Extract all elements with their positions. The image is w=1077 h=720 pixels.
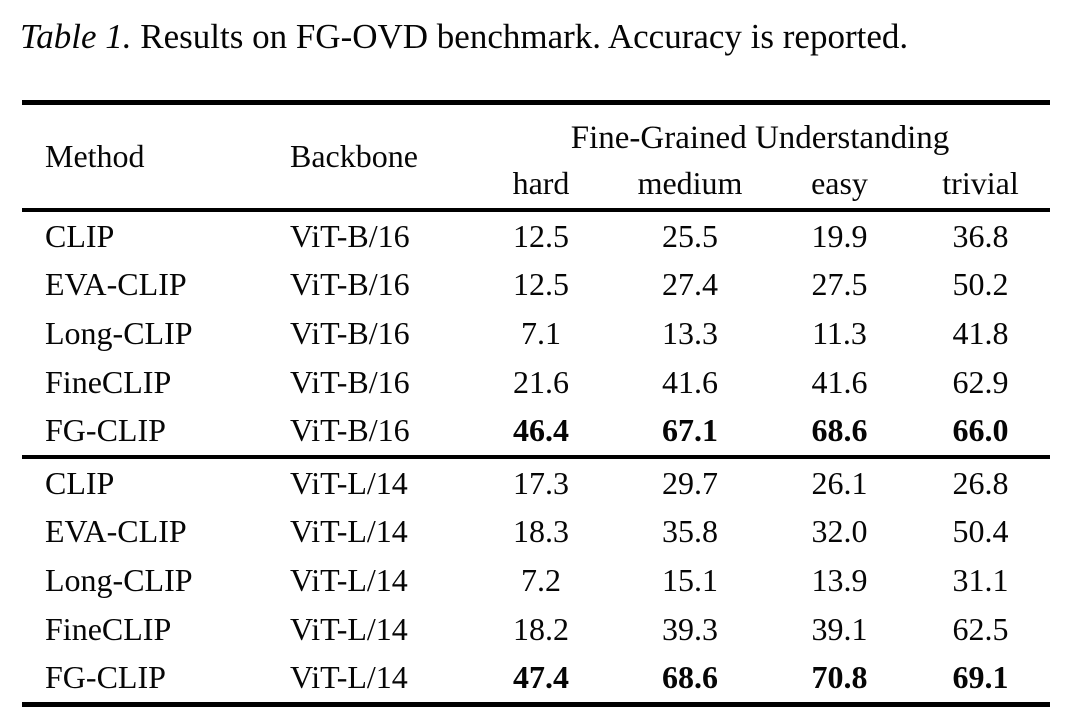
cell-method: FG-CLIP (45, 412, 166, 449)
cell-method: CLIP (45, 464, 115, 501)
table-row: Long-CLIP ViT-B/16 7.1 13.3 11.3 41.8 (22, 309, 1050, 358)
table-row: Long-CLIP ViT-L/14 7.2 15.1 13.9 31.1 (22, 556, 1050, 605)
table-row: FineCLIP ViT-B/16 21.6 41.6 41.6 62.9 (22, 358, 1050, 407)
cell-easy: 41.6 (811, 363, 868, 400)
header-hard: hard (512, 165, 570, 201)
cell-trivial: 36.8 (952, 217, 1009, 254)
table-row: FineCLIP ViT-L/14 18.2 39.3 39.1 62.5 (22, 605, 1050, 654)
cell-backbone: ViT-B/16 (290, 412, 410, 449)
table-row: CLIP ViT-L/14 17.3 29.7 26.1 26.8 (22, 459, 1050, 508)
cell-easy: 70.8 (811, 659, 868, 696)
cell-method: EVA-CLIP (45, 513, 187, 550)
cell-backbone: ViT-B/16 (290, 217, 410, 254)
cell-easy: 68.6 (811, 412, 868, 449)
cell-medium: 68.6 (662, 659, 718, 696)
cell-hard: 47.4 (513, 659, 569, 696)
table-block-vitb16: CLIP ViT-B/16 12.5 25.5 19.9 36.8 EVA-CL… (22, 212, 1050, 455)
header-medium: medium (637, 165, 743, 201)
cell-hard: 12.5 (513, 266, 569, 303)
cell-hard: 18.3 (513, 513, 569, 550)
cell-medium: 67.1 (662, 412, 718, 449)
cell-hard: 17.3 (513, 464, 569, 501)
cell-medium: 25.5 (662, 217, 718, 254)
table-caption: Table 1. Results on FG-OVD benchmark. Ac… (20, 14, 1060, 60)
cell-medium: 35.8 (662, 513, 718, 550)
table-header-rule (22, 208, 1050, 212)
table-mid-rule (22, 454, 1050, 459)
cell-backbone: ViT-B/16 (290, 363, 410, 400)
cell-method: CLIP (45, 217, 115, 254)
cell-trivial: 31.1 (952, 561, 1009, 598)
cell-easy: 27.5 (811, 266, 868, 303)
cell-method: FG-CLIP (45, 659, 166, 696)
cell-hard: 46.4 (513, 412, 569, 449)
cell-medium: 27.4 (662, 266, 718, 303)
cell-trivial: 69.1 (952, 659, 1009, 696)
table-caption-text: Results on FG-OVD benchmark. Accuracy is… (131, 17, 909, 56)
cell-method: Long-CLIP (45, 561, 193, 598)
cell-easy: 19.9 (811, 217, 868, 254)
cell-hard: 12.5 (513, 217, 569, 254)
cell-backbone: ViT-L/14 (290, 659, 408, 696)
cell-easy: 26.1 (811, 464, 868, 501)
header-easy: easy (811, 165, 868, 201)
table-bottom-rule (22, 701, 1050, 707)
table-row: EVA-CLIP ViT-B/16 12.5 27.4 27.5 50.2 (22, 261, 1050, 310)
header-trivial: trivial (942, 165, 1019, 201)
cell-hard: 21.6 (513, 363, 569, 400)
cell-trivial: 62.9 (952, 363, 1009, 400)
cell-easy: 39.1 (811, 610, 868, 647)
cell-method: FineCLIP (45, 610, 172, 647)
cell-method: EVA-CLIP (45, 266, 187, 303)
cell-medium: 15.1 (662, 561, 718, 598)
cell-backbone: ViT-L/14 (290, 513, 408, 550)
table-row: CLIP ViT-B/16 12.5 25.5 19.9 36.8 (22, 212, 1050, 261)
cell-easy: 11.3 (812, 314, 867, 351)
cell-backbone: ViT-L/14 (290, 610, 408, 647)
cell-medium: 39.3 (662, 610, 718, 647)
cell-method: Long-CLIP (45, 314, 193, 351)
cell-backbone: ViT-B/16 (290, 266, 410, 303)
table-row-best: FG-CLIP ViT-L/14 47.4 68.6 70.8 69.1 (22, 653, 1050, 702)
cell-easy: 13.9 (811, 561, 868, 598)
cell-trivial: 62.5 (952, 610, 1009, 647)
cell-method: FineCLIP (45, 363, 172, 400)
table-block-vitl14: CLIP ViT-L/14 17.3 29.7 26.1 26.8 EVA-CL… (22, 459, 1050, 702)
cell-trivial: 41.8 (952, 314, 1009, 351)
header-method: Method (45, 138, 145, 174)
cell-medium: 29.7 (662, 464, 718, 501)
cell-hard: 7.2 (521, 561, 561, 598)
cell-trivial: 26.8 (952, 464, 1009, 501)
header-group-fine-grained-understanding: Fine-Grained Understanding (570, 120, 950, 156)
cell-medium: 13.3 (662, 314, 718, 351)
table-row-best: FG-CLIP ViT-B/16 46.4 67.1 68.6 66.0 (22, 406, 1050, 455)
cell-medium: 41.6 (662, 363, 718, 400)
table-header: Method Backbone Fine-Grained Understandi… (22, 105, 1050, 208)
table-row: EVA-CLIP ViT-L/14 18.3 35.8 32.0 50.4 (22, 508, 1050, 557)
cell-trivial: 50.4 (952, 513, 1009, 550)
cell-hard: 18.2 (513, 610, 569, 647)
header-backbone: Backbone (290, 138, 418, 174)
cell-easy: 32.0 (811, 513, 868, 550)
table-top-rule (22, 100, 1050, 105)
table-caption-label: Table 1. (20, 17, 132, 56)
cell-trivial: 50.2 (952, 266, 1009, 303)
cell-backbone: ViT-B/16 (290, 314, 410, 351)
cell-backbone: ViT-L/14 (290, 561, 408, 598)
results-table: Method Backbone Fine-Grained Understandi… (22, 100, 1050, 707)
cell-hard: 7.1 (521, 314, 561, 351)
cell-backbone: ViT-L/14 (290, 464, 408, 501)
cell-trivial: 66.0 (952, 412, 1009, 449)
